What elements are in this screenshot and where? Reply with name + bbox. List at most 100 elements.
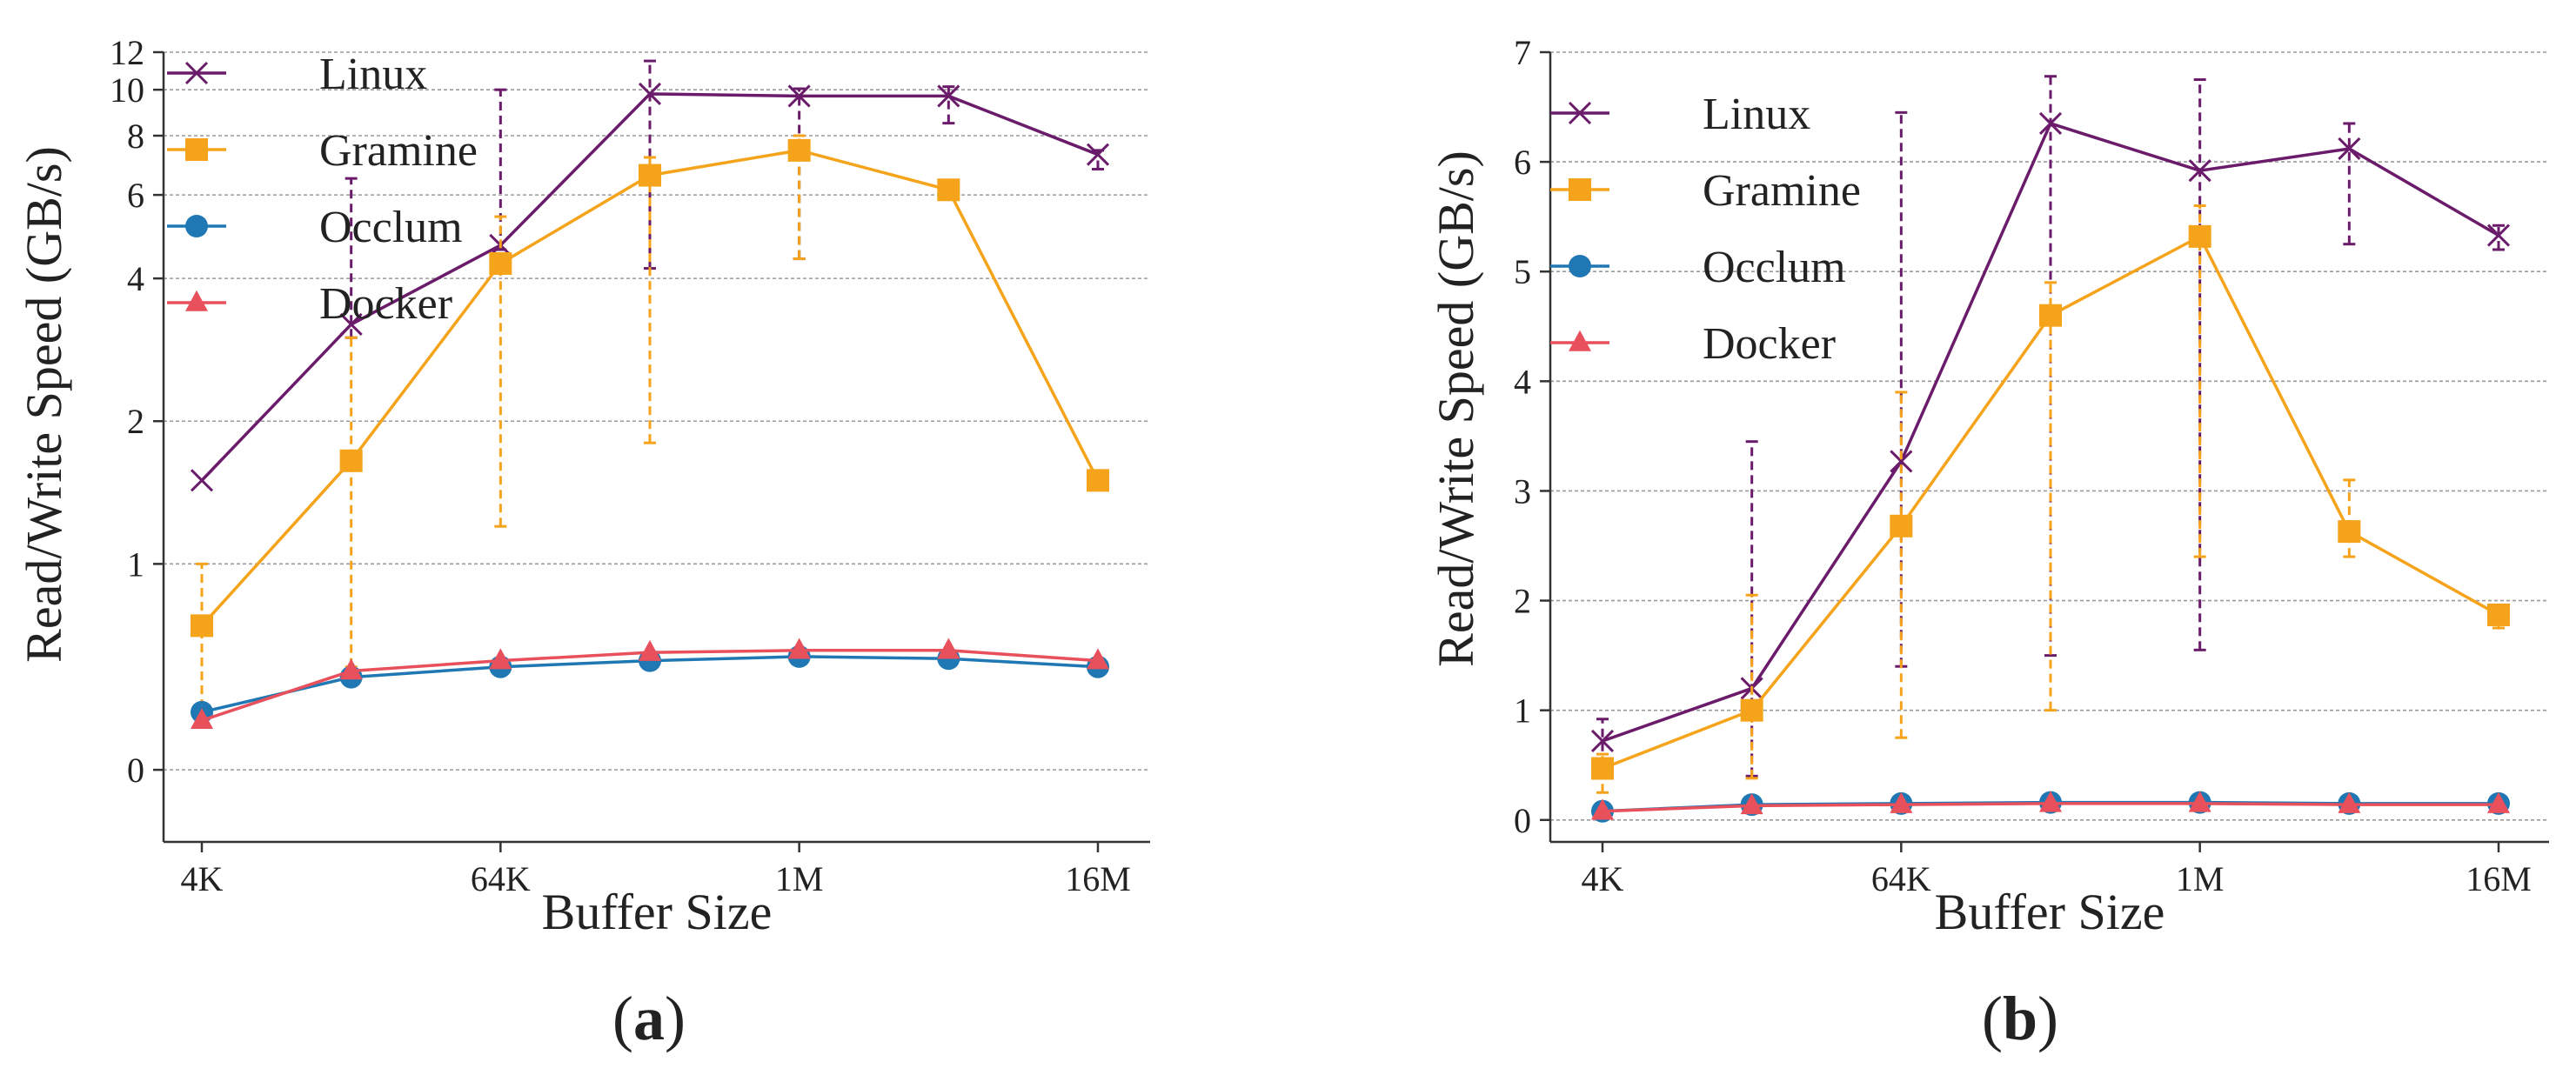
data-point-stroke-b bbox=[2486, 224, 2511, 247]
data-point bbox=[2487, 603, 2510, 626]
legend-label: Linux bbox=[319, 50, 427, 99]
legend-item-docker: Docker bbox=[167, 279, 452, 329]
panel-label: (a) bbox=[612, 984, 686, 1053]
y-axis-title: Read/Write Speed (GB/s) bbox=[16, 146, 72, 663]
data-point bbox=[1590, 729, 1615, 753]
legend-label: Occlum bbox=[319, 203, 463, 252]
data-point bbox=[1087, 648, 1109, 670]
y-tick-label: 10 bbox=[110, 70, 144, 110]
legend-marker-stroke-b bbox=[1568, 101, 1592, 125]
y-tick-label: 8 bbox=[127, 117, 144, 156]
y-tick-label: 3 bbox=[1514, 471, 1531, 511]
data-point-stroke-b bbox=[1590, 729, 1615, 753]
data-point bbox=[2038, 111, 2063, 136]
panel-label-letter: b bbox=[2003, 984, 2037, 1053]
x-tick-label: 16M bbox=[1065, 859, 1131, 898]
data-point bbox=[1591, 798, 1614, 820]
y-tick-label: 6 bbox=[127, 176, 144, 215]
chart-panel-b: 0 1 2 3 4 5 6 7 4K 64K 1M 16M Read/Write Speed (GB/s… bbox=[1428, 33, 2549, 1053]
legend-label: Gramine bbox=[1703, 166, 1861, 216]
data-point bbox=[1890, 791, 1913, 813]
legend-marker bbox=[185, 290, 208, 311]
legend-label: Docker bbox=[319, 279, 452, 329]
data-point bbox=[191, 708, 213, 730]
panel-label-letter: a bbox=[633, 984, 665, 1053]
x-axis-title: Buffer Size bbox=[1935, 884, 2165, 940]
legend-marker bbox=[1569, 330, 1591, 351]
y-tick-label: 7 bbox=[1514, 33, 1531, 72]
y-tick-label: 0 bbox=[1514, 801, 1531, 840]
data-point bbox=[339, 658, 363, 680]
data-point bbox=[639, 164, 661, 187]
y-tick-label: 5 bbox=[1514, 252, 1531, 291]
data-point-stroke-b bbox=[1890, 450, 1913, 473]
data-point bbox=[339, 312, 363, 337]
error-bar bbox=[2044, 281, 2057, 712]
panel-label-paren-open: ( bbox=[612, 984, 633, 1053]
data-point bbox=[1740, 698, 1763, 722]
legend-item-occlum: Occlum bbox=[1550, 243, 1846, 292]
y-axis-title: Read/Write Speed (GB/s) bbox=[1428, 150, 1484, 667]
data-point bbox=[1591, 757, 1614, 780]
data-point-stroke-b bbox=[2038, 111, 2063, 136]
y-tick-label: 1 bbox=[1514, 691, 1531, 731]
data-point bbox=[2338, 791, 2361, 813]
data-point bbox=[787, 138, 811, 162]
series-docker bbox=[1591, 791, 2510, 820]
data-point bbox=[190, 469, 214, 492]
panel-label-paren-open: ( bbox=[1982, 984, 2003, 1053]
error-bar bbox=[2044, 75, 2057, 658]
data-point bbox=[2338, 520, 2361, 544]
data-point bbox=[2338, 137, 2361, 161]
data-point bbox=[2487, 791, 2510, 813]
series-gramine bbox=[191, 134, 1109, 710]
error-bar bbox=[2343, 122, 2356, 246]
legend-label: Linux bbox=[1703, 90, 1810, 139]
data-point-stroke-b bbox=[787, 84, 811, 108]
legend-item-occlum: Occlum bbox=[167, 203, 463, 252]
data-point bbox=[2188, 791, 2211, 812]
legend-item-docker: Docker bbox=[1550, 319, 1836, 369]
legend-marker-stroke-b bbox=[184, 61, 209, 85]
legend-label: Gramine bbox=[319, 126, 478, 176]
y-tick-label: 12 bbox=[110, 33, 144, 72]
legend-label: Docker bbox=[1703, 319, 1836, 369]
legend-item-linux: Linux bbox=[1550, 90, 1810, 139]
data-point bbox=[639, 639, 661, 661]
panel-label-paren-close: ) bbox=[2037, 984, 2058, 1053]
data-point bbox=[2188, 159, 2211, 183]
legend-label: Occlum bbox=[1703, 243, 1846, 292]
x-tick-label: 4K bbox=[1582, 859, 1624, 898]
legend-item-linux: Linux bbox=[167, 50, 427, 99]
data-point bbox=[2039, 791, 2062, 812]
data-point bbox=[2188, 224, 2211, 248]
series-docker bbox=[191, 638, 1109, 730]
error-bar bbox=[345, 336, 358, 669]
data-point bbox=[787, 84, 811, 108]
data-point-stroke-b bbox=[339, 312, 363, 337]
error-bar bbox=[644, 156, 656, 444]
error-bar bbox=[942, 85, 955, 125]
data-point bbox=[2039, 304, 2062, 327]
legend-marker bbox=[1569, 178, 1591, 201]
data-point bbox=[191, 614, 213, 638]
data-point bbox=[937, 638, 960, 659]
data-point bbox=[489, 251, 512, 275]
error-bar bbox=[2193, 204, 2206, 558]
legend-marker bbox=[185, 215, 208, 237]
x-tick-label: 64K bbox=[1871, 859, 1931, 898]
data-point bbox=[339, 449, 363, 472]
y-tick-label: 6 bbox=[1514, 143, 1531, 182]
y-tick-label: 4 bbox=[127, 259, 144, 298]
data-point bbox=[1890, 450, 1913, 473]
data-point-stroke-b bbox=[1086, 143, 1110, 166]
data-point bbox=[1086, 143, 1110, 166]
legend-marker bbox=[184, 61, 209, 85]
data-point bbox=[489, 648, 512, 670]
x-tick-label: 1M bbox=[2176, 859, 2225, 898]
data-point bbox=[937, 84, 960, 108]
legend-marker bbox=[1569, 255, 1591, 277]
x-tick-label: 4K bbox=[181, 859, 224, 898]
